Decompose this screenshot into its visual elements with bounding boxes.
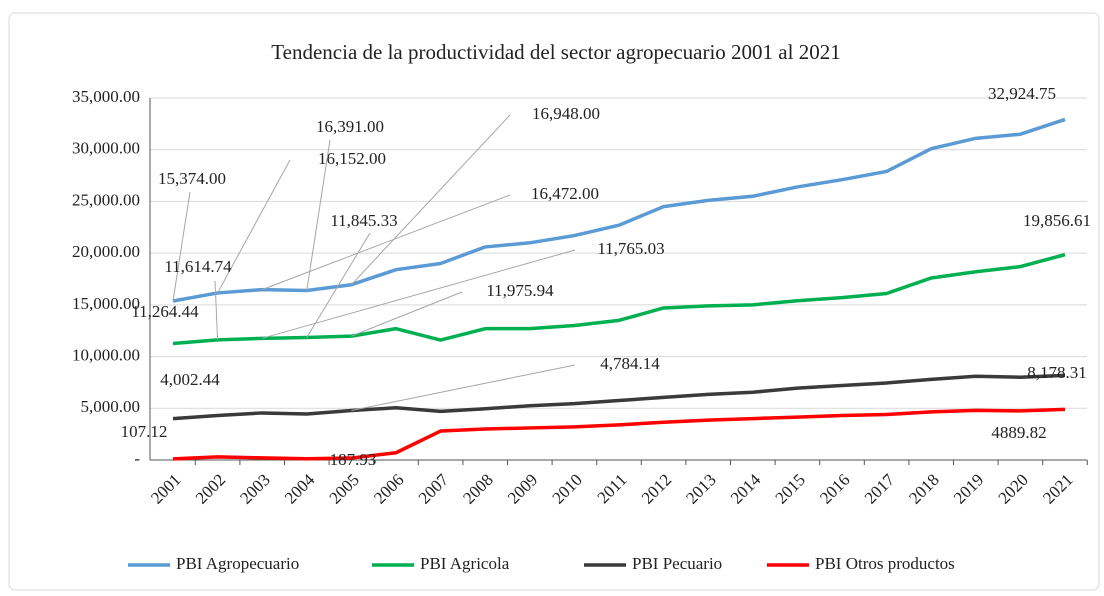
legend-label: PBI Agropecuario bbox=[176, 554, 299, 573]
data-label: 16,391.00 bbox=[316, 117, 384, 136]
y-tick-label: 5,000.00 bbox=[81, 397, 141, 416]
series-line bbox=[172, 117, 1066, 303]
series-line bbox=[172, 252, 1066, 346]
leader-line bbox=[262, 194, 511, 291]
y-tick-label: 20,000.00 bbox=[72, 242, 140, 261]
leader-line bbox=[262, 249, 576, 339]
data-label: 4,002.44 bbox=[160, 370, 220, 389]
series-line bbox=[172, 373, 1066, 421]
data-label: 107.12 bbox=[121, 422, 168, 441]
data-label: 4889.82 bbox=[991, 423, 1046, 442]
data-label: 187.93 bbox=[330, 450, 377, 469]
data-label: 32,924.75 bbox=[988, 84, 1056, 103]
legend-label: PBI Agricola bbox=[420, 554, 510, 573]
chart-frame bbox=[8, 12, 1100, 591]
data-label: 11,765.03 bbox=[597, 239, 664, 258]
y-tick-label: - bbox=[134, 449, 140, 468]
data-label: 11,975.94 bbox=[486, 281, 554, 300]
y-tick-label: 15,000.00 bbox=[72, 294, 140, 313]
y-tick-label: 25,000.00 bbox=[72, 190, 140, 209]
data-label: 11,614.74 bbox=[164, 257, 232, 276]
leader-line bbox=[351, 114, 511, 286]
legend-label: PBI Otros productos bbox=[815, 554, 955, 573]
leader-line bbox=[217, 159, 291, 294]
leader-line bbox=[214, 280, 219, 340]
data-label: 11,845.33 bbox=[330, 211, 397, 230]
leader-line bbox=[172, 191, 191, 302]
y-tick-label: 10,000.00 bbox=[72, 345, 140, 364]
leader-line bbox=[351, 291, 463, 337]
leader-line bbox=[351, 364, 576, 412]
data-label: 8,178.31 bbox=[1027, 363, 1087, 382]
data-label: 19,856.61 bbox=[1023, 211, 1091, 230]
leader-line bbox=[306, 232, 371, 338]
leader-line bbox=[306, 139, 331, 291]
y-tick-label: 30,000.00 bbox=[72, 139, 140, 158]
legend-label: PBI Pecuario bbox=[632, 554, 722, 573]
data-label: 16,472.00 bbox=[531, 184, 599, 203]
data-label: 11,264.44 bbox=[131, 302, 199, 321]
chart-title: Tendencia de la productividad del sector… bbox=[271, 40, 840, 64]
data-label: 4,784.14 bbox=[600, 354, 660, 373]
data-label: 16,948.00 bbox=[532, 104, 600, 123]
data-label: 15,374.00 bbox=[158, 169, 226, 188]
data-label: 16,152.00 bbox=[318, 149, 386, 168]
y-tick-label: 35,000.00 bbox=[72, 87, 140, 106]
series-line bbox=[172, 407, 1066, 461]
